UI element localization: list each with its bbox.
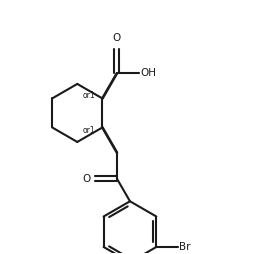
Text: or1: or1: [82, 126, 95, 135]
Text: Br: Br: [179, 242, 191, 252]
Text: O: O: [82, 174, 91, 184]
Text: O: O: [113, 33, 121, 43]
Text: or1: or1: [82, 91, 95, 100]
Text: OH: OH: [140, 68, 156, 78]
